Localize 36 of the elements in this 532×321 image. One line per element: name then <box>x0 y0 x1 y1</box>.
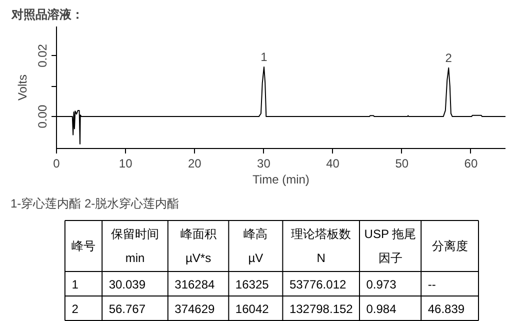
text: 56.767 <box>108 302 146 316</box>
x-tick-label: 10 <box>118 156 133 170</box>
text: 132798.152 <box>289 302 353 316</box>
text: 16042 <box>235 302 269 316</box>
text: 53776.012 <box>289 277 346 292</box>
text: 0.973 <box>366 277 396 292</box>
text: 46.839 <box>428 302 465 316</box>
text: 2 <box>72 302 78 316</box>
category-label: 峰面积 µV*s <box>180 227 216 265</box>
text: 0.984 <box>366 302 396 316</box>
text: -- <box>428 277 436 292</box>
x-tick-label: 60 <box>464 156 478 170</box>
x-tick-label: 0 <box>53 156 60 170</box>
chart-title: 对照品溶液： <box>10 8 84 22</box>
category-label: 分离度 <box>432 239 468 253</box>
x-tick-label: 40 <box>326 156 340 170</box>
category-label: 保留时间 min <box>110 227 159 265</box>
category-label: USP 拖尾因子 <box>364 227 416 265</box>
category-label: 理论塔板数 N <box>291 227 352 265</box>
y-tick-label: 0.00 <box>36 104 50 128</box>
text: 30.039 <box>108 277 146 292</box>
category-label: 峰号 <box>72 239 96 253</box>
x-axis-title: Time (min) <box>252 172 310 186</box>
text: 374629 <box>174 302 215 316</box>
annotation: 2 <box>445 50 452 65</box>
x-tick-label: 20 <box>188 156 202 170</box>
text: 1-穿心莲内酯 2-脱水穿心莲内酯 <box>10 196 180 210</box>
x-tick-label: 30 <box>257 156 271 170</box>
y-axis-title: Volts <box>16 74 30 101</box>
y-tick-label: 0.02 <box>36 44 50 68</box>
x-tick-label: 50 <box>395 156 409 170</box>
text: 16325 <box>235 277 269 292</box>
text: 1 <box>72 277 78 292</box>
category-label: 峰高 µV <box>244 227 268 265</box>
text: 316284 <box>174 277 215 292</box>
annotation: 1 <box>260 50 268 64</box>
